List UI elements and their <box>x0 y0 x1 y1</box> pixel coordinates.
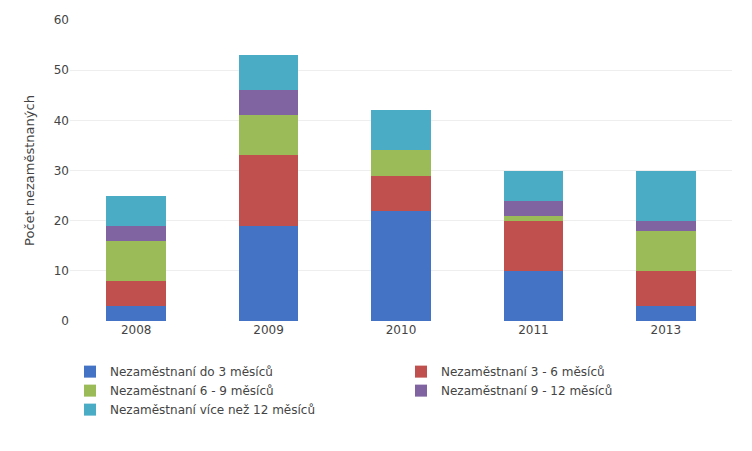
svg-text:Nezaměstnaní do 3 měsíců: Nezaměstnaní do 3 měsíců <box>110 365 273 379</box>
svg-text:2008: 2008 <box>121 323 152 337</box>
svg-text:Nezaměstnaní 9 - 12 měsíců: Nezaměstnaní 9 - 12 měsíců <box>441 384 612 398</box>
svg-text:Nezaměstnaní 6 - 9 měsíců: Nezaměstnaní 6 - 9 měsíců <box>110 384 274 398</box>
svg-text:Počet nezaměstnaných: Počet nezaměstnaných <box>22 95 37 246</box>
svg-text:20: 20 <box>54 214 69 228</box>
svg-text:Nezaměstnaní více než 12 měsíc: Nezaměstnaní více než 12 měsíců <box>110 403 315 417</box>
svg-text:Nezaměstnaní 3 - 6 měsíců: Nezaměstnaní 3 - 6 měsíců <box>441 365 605 379</box>
svg-text:40: 40 <box>54 114 69 128</box>
svg-text:2013: 2013 <box>651 323 682 337</box>
svg-text:2009: 2009 <box>253 323 284 337</box>
svg-text:60: 60 <box>54 13 69 27</box>
svg-text:2011: 2011 <box>518 323 549 337</box>
svg-text:2010: 2010 <box>386 323 417 337</box>
svg-text:50: 50 <box>54 63 69 77</box>
svg-text:30: 30 <box>54 164 69 178</box>
svg-text:0: 0 <box>61 314 69 328</box>
svg-text:10: 10 <box>54 264 69 278</box>
